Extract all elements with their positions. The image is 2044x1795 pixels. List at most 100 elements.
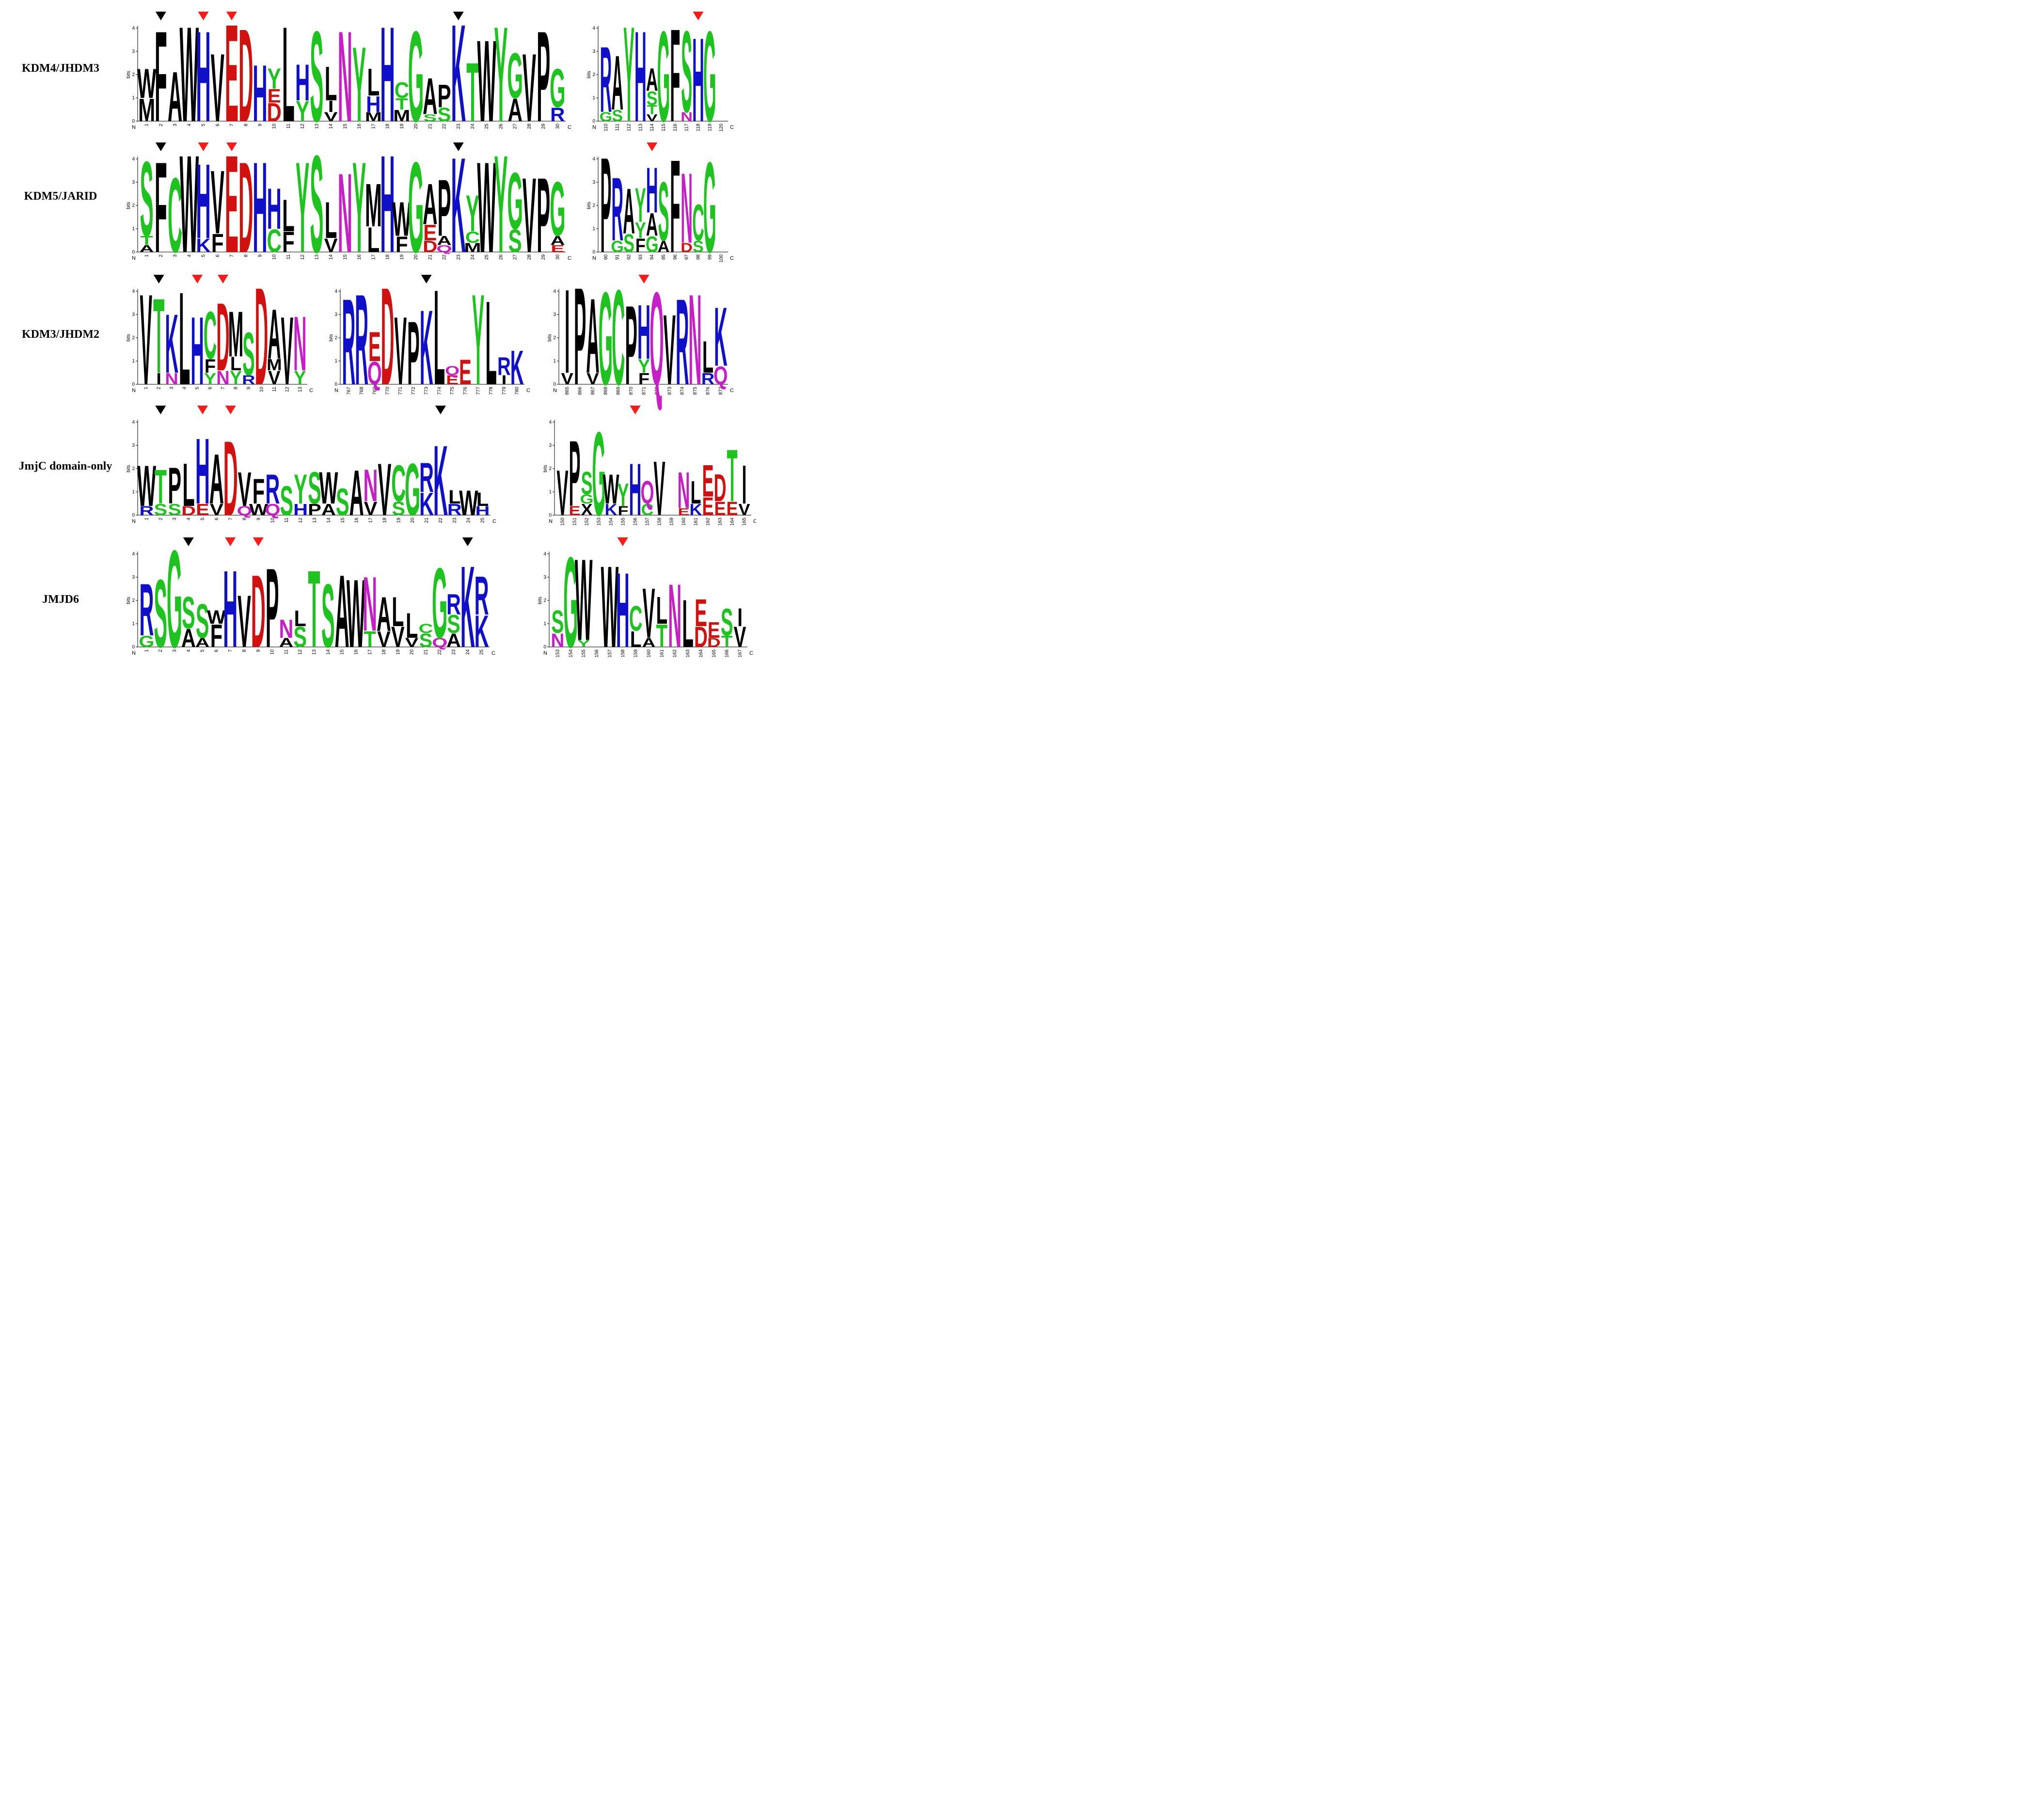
residue-letter: L: [325, 57, 337, 111]
position-number: 19: [396, 649, 401, 655]
position-number: 93: [638, 254, 643, 260]
position-number: 118: [696, 124, 701, 131]
residue-letter: M: [228, 298, 244, 370]
residue-letter: Y: [623, 0, 634, 150]
position-number: 876: [705, 387, 711, 395]
residue-letter: H: [253, 48, 267, 138]
residue-letter: E: [196, 501, 209, 519]
position-number: 774: [437, 387, 442, 395]
residue-letter: P: [437, 78, 451, 114]
position-number: 869: [616, 387, 621, 395]
black-triangle-marker: [155, 142, 166, 151]
residue-letter: T: [364, 627, 376, 652]
position-number: 111: [615, 124, 620, 131]
residue-letter: F: [635, 234, 646, 256]
y-tick-label: 2: [132, 598, 135, 603]
position-number: 110: [603, 124, 609, 131]
position-number: 6: [215, 124, 221, 126]
residue-letter: L: [702, 332, 713, 382]
c-terminus-label: C: [568, 255, 571, 261]
n-terminus-label: N: [334, 388, 338, 394]
position-number: 91: [615, 254, 620, 260]
residue-letter: R: [475, 566, 489, 627]
y-tick-label: 3: [543, 575, 546, 580]
residue-letter: G: [550, 165, 566, 252]
residue-letter: E: [423, 220, 437, 245]
red-triangle-marker: [253, 537, 264, 546]
position-number: 13: [298, 387, 303, 393]
residue-letter: V: [324, 110, 338, 125]
position-number: 23: [456, 254, 461, 260]
position-number: 18: [381, 649, 387, 655]
position-number: 866: [578, 387, 583, 395]
residue-letter: S: [321, 566, 335, 664]
residue-letter: N: [165, 370, 178, 388]
y-tick-label: 1: [592, 95, 595, 101]
position-number: 21: [423, 649, 428, 655]
y-tick-label: 0: [132, 513, 135, 518]
residue-letter: V: [734, 620, 746, 653]
residue-letter: W: [603, 466, 619, 513]
position-number: 773: [424, 387, 429, 395]
residue-letter: G: [507, 156, 523, 246]
residue-letter: L: [182, 451, 194, 519]
residue-letter: N: [338, 149, 352, 276]
residue-letter: W: [249, 501, 269, 519]
position-number: 154: [568, 649, 573, 658]
residue-letter: L: [179, 265, 190, 412]
residue-letter: R: [701, 370, 715, 388]
position-number: 158: [620, 649, 626, 658]
position-number: 99: [707, 254, 713, 260]
c-terminus-label: C: [491, 650, 495, 656]
residue-letter: L: [485, 277, 496, 410]
position-number: 7: [228, 649, 233, 652]
y-tick-label: 4: [543, 551, 546, 557]
position-number: 20: [413, 254, 419, 260]
position-number: 22: [438, 518, 444, 523]
position-number: 17: [371, 124, 376, 129]
position-number: 21: [428, 254, 433, 260]
position-number: 119: [707, 124, 713, 131]
residue-letter: F: [282, 226, 295, 258]
residue-letter: T: [153, 277, 164, 395]
residue-letter: V: [281, 297, 293, 405]
residue-letter: Q: [640, 474, 654, 511]
n-terminus-label: N: [132, 388, 136, 394]
row-label: KDM4/JHDM3: [22, 62, 99, 75]
position-number: 163: [685, 649, 691, 658]
residue-letter: E: [714, 498, 726, 520]
residue-letter: V: [556, 457, 568, 529]
residue-letter: H: [196, 5, 210, 149]
position-number: 868: [603, 387, 608, 395]
position-number: 775: [450, 387, 455, 395]
residue-letter: Q: [445, 363, 460, 378]
black-triangle-marker: [153, 275, 164, 283]
residue-letter: R: [611, 159, 623, 260]
y-tick-label: 2: [543, 598, 546, 603]
residue-letter: A: [642, 636, 656, 650]
position-number: 8: [243, 124, 249, 126]
residue-letter: I: [156, 370, 161, 388]
residue-letter: W: [575, 535, 593, 664]
position-number: 95: [661, 254, 666, 260]
position-number: 23: [452, 518, 458, 523]
residue-letter: T: [396, 95, 408, 113]
position-number: 19: [396, 518, 401, 523]
residue-letter: A: [349, 457, 364, 529]
y-tick-label: 2: [132, 466, 135, 472]
y-axis-label: bits: [586, 71, 592, 79]
position-number: 7: [229, 254, 235, 257]
position-number: 771: [398, 387, 403, 395]
residue-letter: R: [265, 466, 280, 513]
residue-letter: D: [381, 259, 395, 414]
residue-letter: D: [714, 467, 727, 510]
residue-letter: S: [581, 465, 592, 502]
residue-letter: N: [279, 615, 293, 644]
residue-letter: H: [629, 448, 642, 531]
residue-letter: D: [251, 553, 266, 664]
position-number: 157: [607, 649, 613, 658]
position-number: 877: [718, 387, 724, 395]
position-number: 154: [609, 518, 614, 526]
c-terminus-label: C: [753, 519, 756, 524]
